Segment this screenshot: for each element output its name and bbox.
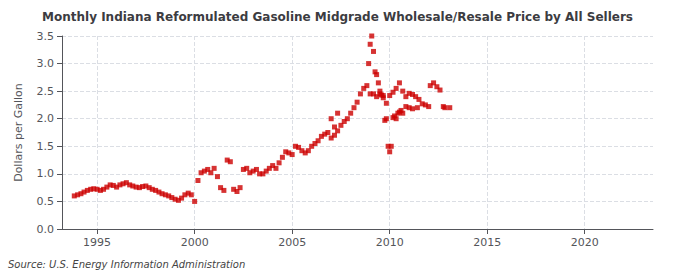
svg-text:2.5: 2.5 — [37, 85, 55, 98]
svg-text:0.5: 0.5 — [37, 195, 55, 208]
svg-text:3.0: 3.0 — [37, 57, 55, 70]
svg-text:1.5: 1.5 — [37, 140, 55, 153]
svg-text:2000: 2000 — [181, 236, 209, 249]
svg-text:2005: 2005 — [278, 236, 306, 249]
svg-text:Dollars per Gallon: Dollars per Gallon — [12, 83, 25, 182]
svg-text:3.5: 3.5 — [37, 30, 55, 43]
svg-text:2010: 2010 — [376, 236, 404, 249]
svg-text:Source: U.S. Energy Informatio: Source: U.S. Energy Information Administ… — [8, 259, 245, 270]
svg-text:1.0: 1.0 — [37, 167, 55, 180]
svg-text:1995: 1995 — [83, 236, 111, 249]
svg-text:2.0: 2.0 — [37, 112, 55, 125]
svg-text:2015: 2015 — [473, 236, 501, 249]
svg-text:2020: 2020 — [571, 236, 599, 249]
svg-text:0.0: 0.0 — [37, 223, 55, 236]
svg-text:Monthly Indiana Reformulated G: Monthly Indiana Reformulated Gasoline Mi… — [42, 10, 633, 24]
